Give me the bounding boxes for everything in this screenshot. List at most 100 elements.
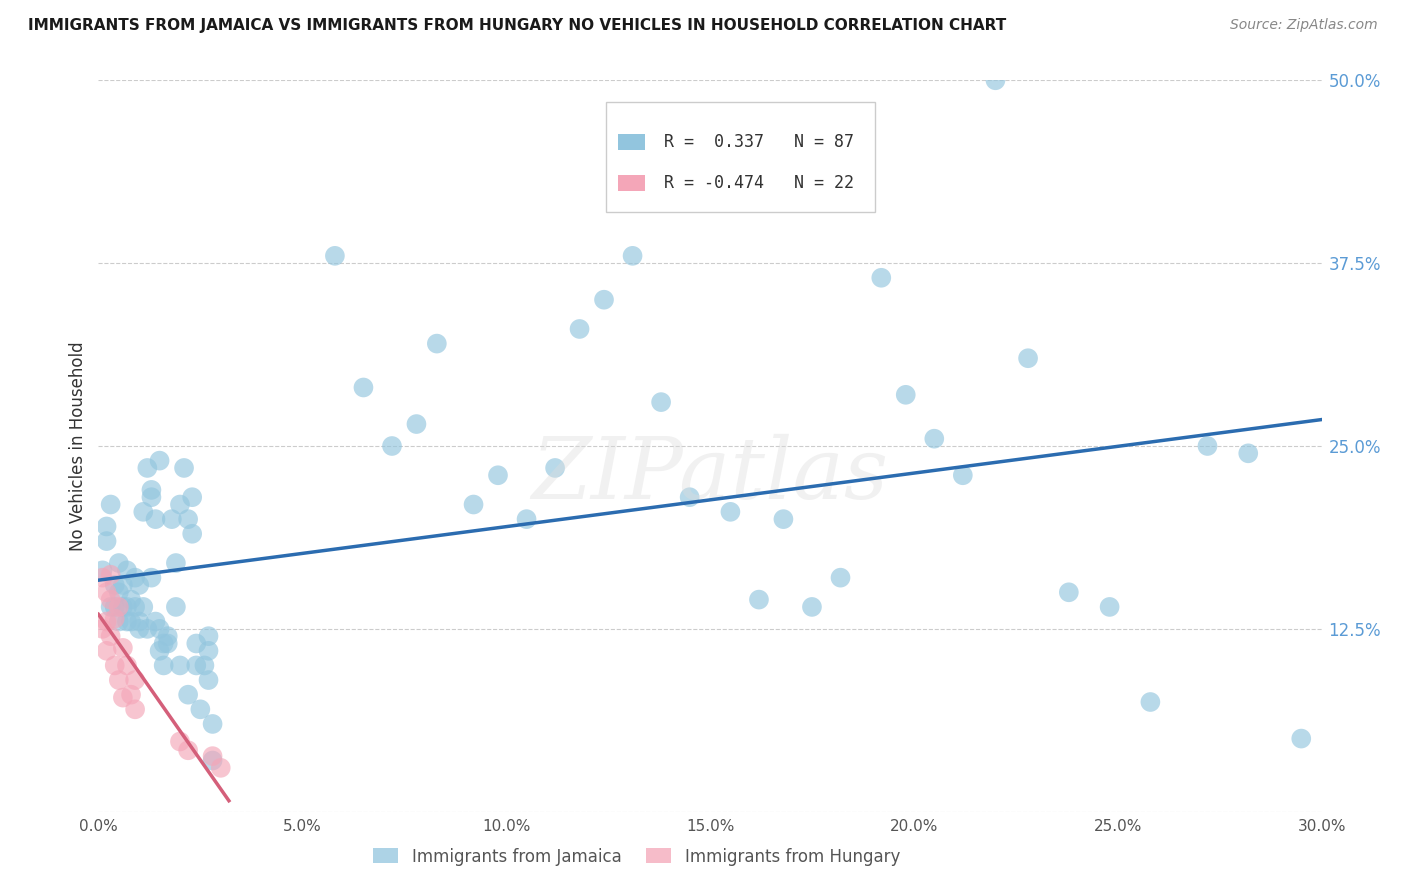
- Point: [104, 578, 127, 592]
- Point: [952, 468, 974, 483]
- Point: [568, 322, 591, 336]
- Point: [177, 743, 200, 757]
- Point: [209, 761, 232, 775]
- Bar: [619, 135, 645, 151]
- Text: R = -0.474   N = 22: R = -0.474 N = 22: [664, 174, 853, 192]
- Point: [124, 673, 146, 687]
- Point: [352, 380, 374, 394]
- Point: [91, 563, 114, 577]
- Point: [186, 658, 208, 673]
- Point: [181, 490, 204, 504]
- Point: [720, 505, 742, 519]
- Point: [115, 599, 138, 614]
- Point: [201, 749, 224, 764]
- Point: [104, 612, 127, 626]
- Point: [463, 498, 485, 512]
- Point: [160, 512, 183, 526]
- Point: [100, 567, 122, 582]
- Point: [201, 717, 224, 731]
- Point: [650, 395, 672, 409]
- Point: [145, 512, 167, 526]
- Point: [177, 512, 200, 526]
- Point: [141, 571, 163, 585]
- Point: [181, 526, 204, 541]
- Point: [1237, 446, 1260, 460]
- Point: [115, 615, 138, 629]
- Point: [96, 585, 118, 599]
- Point: [91, 571, 114, 585]
- Point: [96, 534, 118, 549]
- Point: [323, 249, 346, 263]
- Bar: [606, 103, 875, 212]
- Point: [894, 388, 917, 402]
- Point: [111, 640, 134, 655]
- Point: [922, 432, 945, 446]
- Point: [96, 519, 118, 533]
- Point: [120, 592, 142, 607]
- Point: [1098, 599, 1121, 614]
- Point: [108, 615, 131, 629]
- Bar: [619, 175, 645, 191]
- Point: [96, 644, 118, 658]
- Point: [169, 658, 191, 673]
- Point: [1291, 731, 1313, 746]
- Point: [381, 439, 404, 453]
- Point: [197, 629, 219, 643]
- Point: [108, 673, 131, 687]
- Point: [120, 688, 142, 702]
- Point: [96, 615, 118, 629]
- Point: [679, 490, 702, 504]
- Point: [111, 599, 134, 614]
- Y-axis label: No Vehicles in Household: No Vehicles in Household: [69, 341, 87, 551]
- Point: [197, 673, 219, 687]
- Point: [801, 599, 824, 614]
- Text: IMMIGRANTS FROM JAMAICA VS IMMIGRANTS FROM HUNGARY NO VEHICLES IN HOUSEHOLD CORR: IMMIGRANTS FROM JAMAICA VS IMMIGRANTS FR…: [28, 18, 1007, 33]
- Point: [100, 599, 122, 614]
- Text: Source: ZipAtlas.com: Source: ZipAtlas.com: [1230, 18, 1378, 32]
- Point: [593, 293, 616, 307]
- Point: [748, 592, 770, 607]
- Point: [115, 658, 138, 673]
- Text: ZIPatlas: ZIPatlas: [531, 434, 889, 516]
- Point: [830, 571, 852, 585]
- Point: [197, 644, 219, 658]
- Point: [149, 453, 172, 467]
- Point: [173, 461, 195, 475]
- Point: [141, 483, 163, 497]
- Point: [120, 615, 142, 629]
- Point: [136, 622, 159, 636]
- Point: [772, 512, 794, 526]
- Point: [124, 599, 146, 614]
- Point: [149, 622, 172, 636]
- Point: [145, 615, 167, 629]
- Point: [141, 490, 163, 504]
- Point: [104, 599, 127, 614]
- Point: [104, 658, 127, 673]
- Point: [124, 571, 146, 585]
- Point: [132, 505, 155, 519]
- Point: [169, 734, 191, 748]
- Point: [108, 556, 131, 570]
- Point: [486, 468, 509, 483]
- Point: [1197, 439, 1219, 453]
- Point: [405, 417, 427, 431]
- Point: [188, 702, 212, 716]
- Legend: Immigrants from Jamaica, Immigrants from Hungary: Immigrants from Jamaica, Immigrants from…: [373, 847, 900, 865]
- Point: [128, 622, 150, 636]
- Point: [149, 644, 172, 658]
- Point: [1057, 585, 1080, 599]
- Point: [111, 578, 134, 592]
- Point: [156, 629, 179, 643]
- Point: [111, 690, 134, 705]
- Point: [152, 658, 174, 673]
- Point: [108, 585, 131, 599]
- Point: [1139, 695, 1161, 709]
- Point: [193, 658, 215, 673]
- Point: [165, 556, 187, 570]
- Point: [91, 622, 114, 636]
- Point: [544, 461, 567, 475]
- Point: [132, 599, 155, 614]
- Point: [516, 512, 538, 526]
- Point: [1017, 351, 1039, 366]
- Point: [426, 336, 449, 351]
